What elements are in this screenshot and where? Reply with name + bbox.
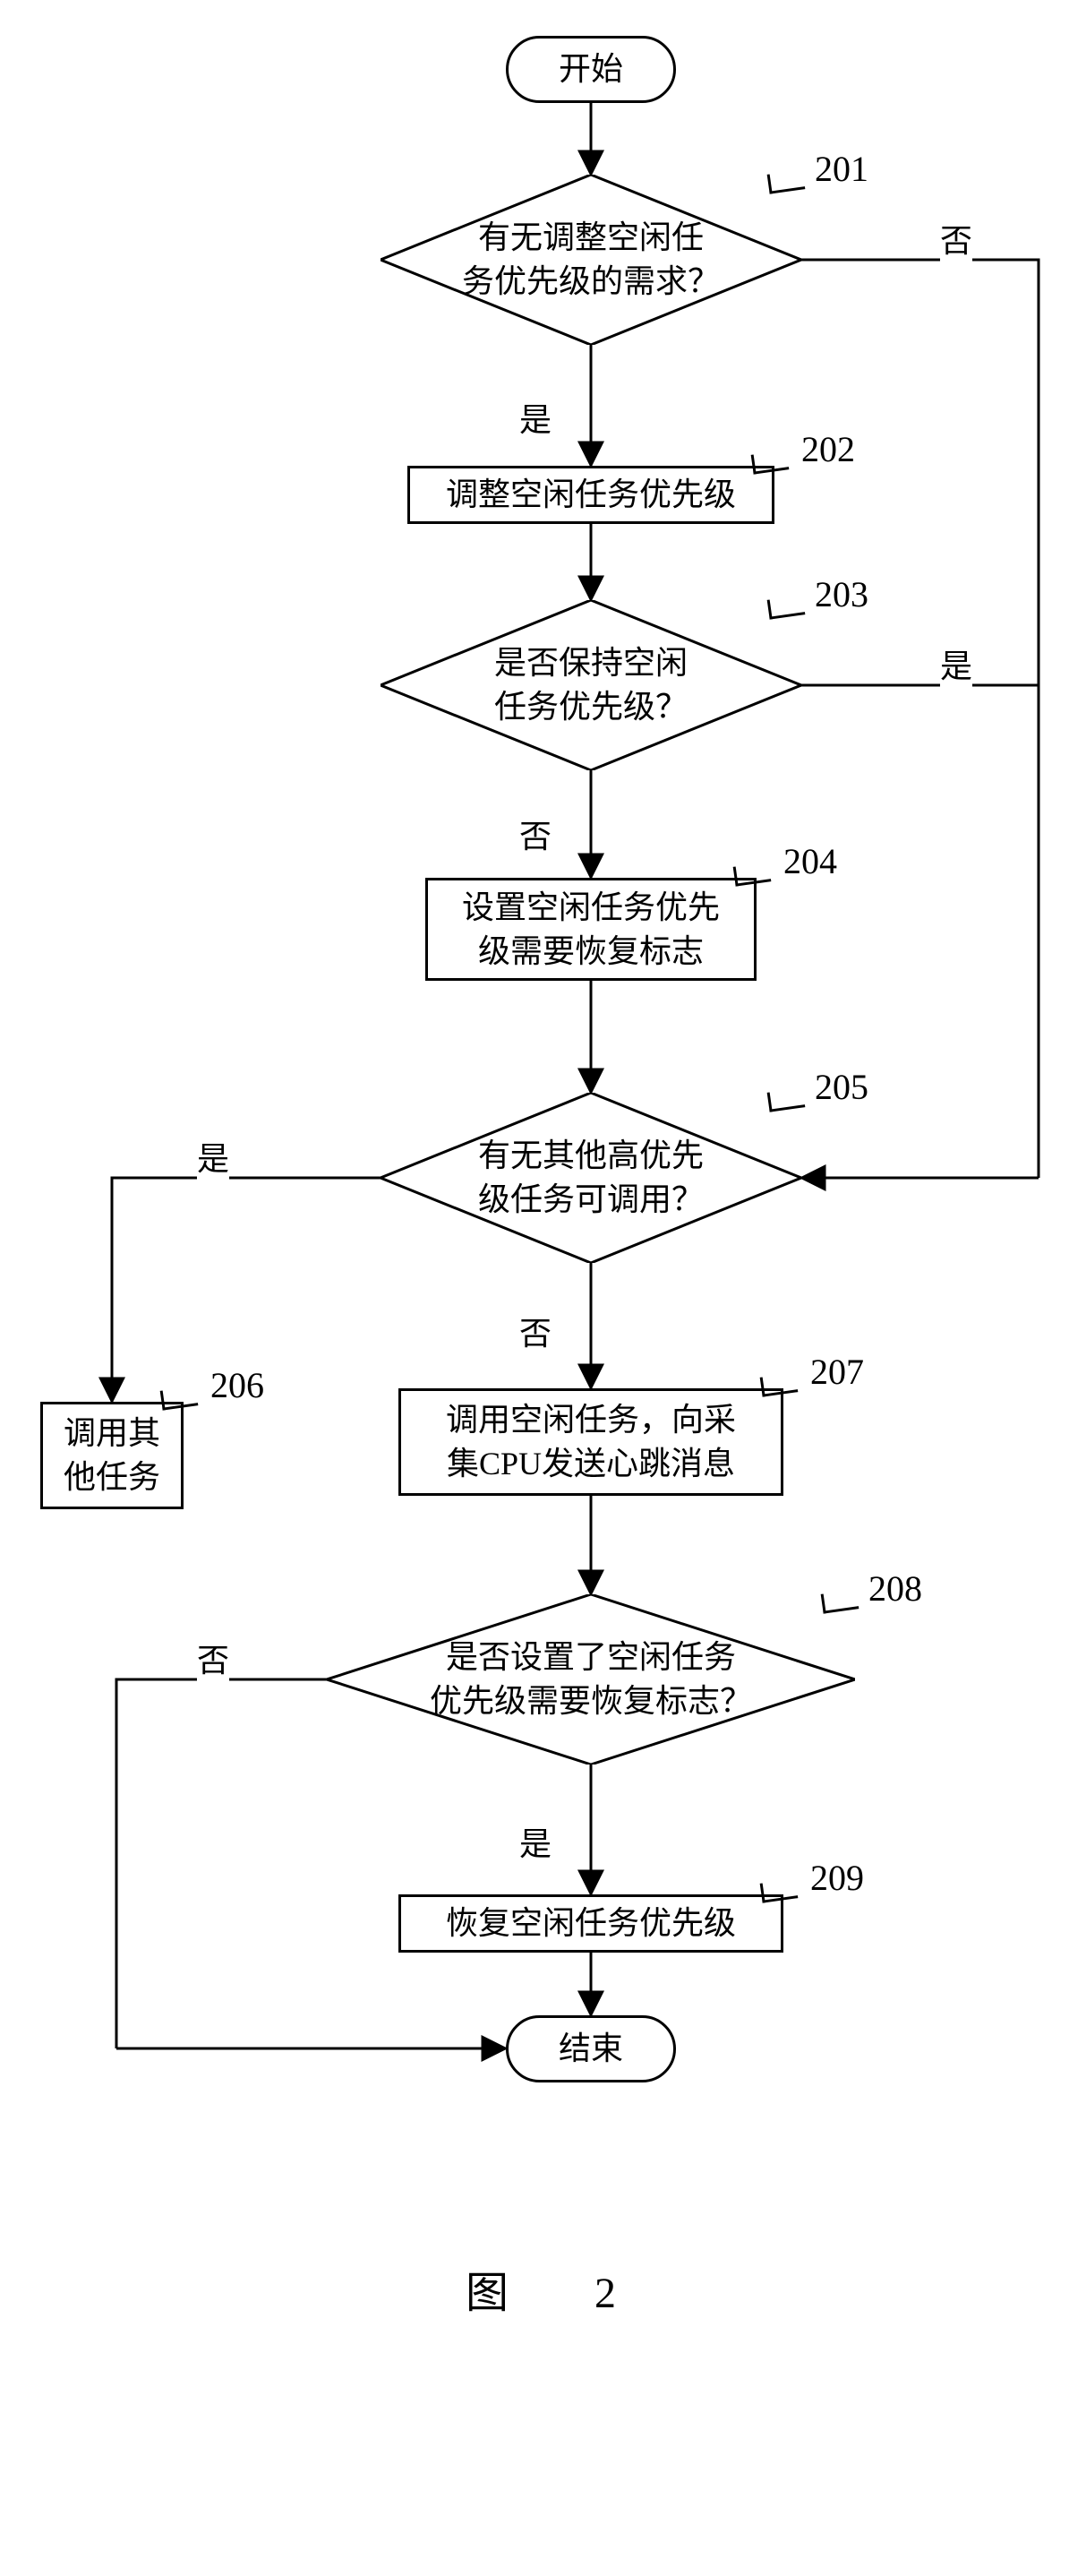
branch-d201-no: 否: [940, 215, 972, 262]
branch-d203-no: 否: [519, 811, 552, 857]
stepnum-201: 201: [815, 148, 868, 190]
branch-d205-no: 否: [519, 1308, 552, 1354]
branch-d205-yes: 是: [197, 1133, 229, 1180]
process-206-text: 调用其 他任务: [64, 1412, 160, 1498]
flowchart-canvas: 开始 有无调整空闲任 务优先级的需求？ 201 否 是 调整空闲任务优先级 20…: [18, 18, 1069, 2558]
stepnum-206: 206: [210, 1364, 264, 1406]
branch-d203-yes: 是: [940, 640, 972, 687]
stepnum-207: 207: [810, 1351, 864, 1393]
decision-208-text: 是否设置了空闲任务 优先级需要恢复标志？: [327, 1594, 855, 1765]
stepnum-208: 208: [868, 1567, 922, 1610]
process-202: 调整空闲任务优先级: [407, 466, 774, 524]
start-terminator: 开始: [506, 36, 676, 103]
decision-201-text: 有无调整空闲任 务优先级的需求？: [381, 175, 801, 345]
stepnum-204: 204: [783, 840, 837, 882]
stepnum-205: 205: [815, 1066, 868, 1108]
process-207: 调用空闲任务，向采 集CPU发送心跳消息: [398, 1388, 783, 1496]
branch-d208-no: 否: [197, 1635, 229, 1681]
decision-203-text: 是否保持空闲 任务优先级？: [381, 600, 801, 770]
decision-205-text: 有无其他高优先 级任务可调用？: [381, 1093, 801, 1263]
process-204-text: 设置空闲任务优先 级需要恢复标志: [462, 886, 720, 973]
stepnum-203: 203: [815, 573, 868, 615]
decision-201: 有无调整空闲任 务优先级的需求？: [381, 175, 801, 345]
process-209-text: 恢复空闲任务优先级: [446, 1902, 736, 1945]
stepnum-209: 209: [810, 1857, 864, 1899]
end-label: 结束: [559, 2030, 623, 2068]
process-207-text: 调用空闲任务，向采 集CPU发送心跳消息: [446, 1398, 736, 1485]
branch-d208-yes: 是: [519, 1818, 552, 1865]
stepnum-202: 202: [801, 428, 855, 470]
end-terminator: 结束: [506, 2015, 676, 2082]
process-204: 设置空闲任务优先 级需要恢复标志: [425, 878, 757, 981]
figure-caption: 图 2: [466, 2257, 637, 2320]
decision-203: 是否保持空闲 任务优先级？: [381, 600, 801, 770]
process-209: 恢复空闲任务优先级: [398, 1894, 783, 1953]
process-206: 调用其 他任务: [40, 1402, 184, 1509]
start-label: 开始: [559, 50, 623, 89]
decision-205: 有无其他高优先 级任务可调用？: [381, 1093, 801, 1263]
decision-208: 是否设置了空闲任务 优先级需要恢复标志？: [327, 1594, 855, 1765]
process-202-text: 调整空闲任务优先级: [446, 473, 736, 517]
branch-d201-yes: 是: [519, 394, 552, 441]
